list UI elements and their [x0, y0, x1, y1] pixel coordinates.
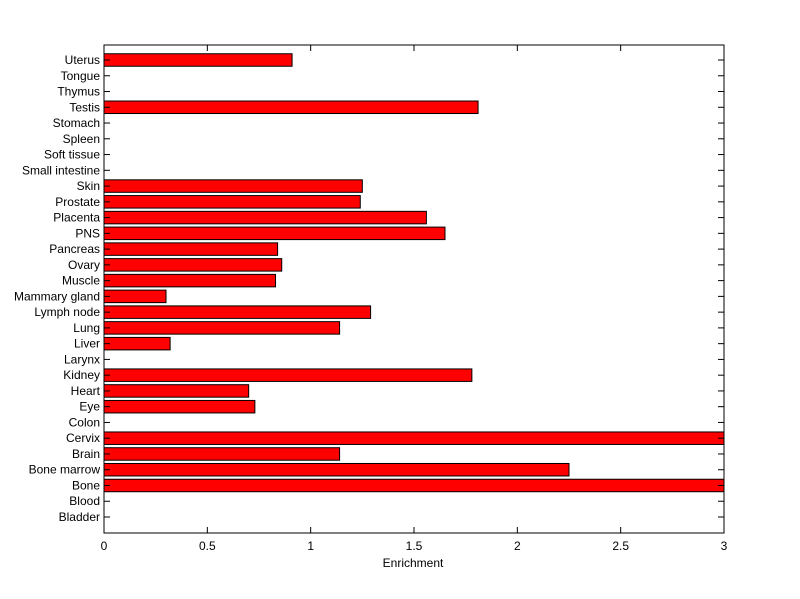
y-tick-label-blood: Blood — [69, 494, 100, 508]
bar-muscle — [103, 273, 277, 288]
bar-cervix — [103, 431, 725, 445]
y-tick-label-kidney: Kidney — [63, 368, 100, 382]
y-tick-label-tongue: Tongue — [61, 69, 101, 83]
y-tick-label-lymph-node: Lymph node — [34, 305, 100, 319]
y-tick-label-bone: Bone — [72, 478, 100, 492]
y-tick-label-ovary: Ovary — [68, 258, 100, 272]
bar-kidney — [103, 368, 473, 382]
bar-uterus — [103, 53, 293, 67]
y-tick-label-bone-marrow: Bone marrow — [29, 463, 101, 477]
x-tick-label-5: 2.5 — [612, 539, 629, 553]
bar-lung — [103, 321, 341, 335]
y-tick-label-prostate: Prostate — [55, 195, 100, 209]
y-tick-label-testis: Testis — [69, 100, 100, 114]
bar-eye — [103, 399, 256, 414]
bar-brain — [103, 447, 341, 461]
x-tick-label-4: 2 — [514, 539, 521, 553]
x-tick-label-6: 3 — [721, 539, 728, 553]
bar-pns — [103, 226, 446, 241]
bar-pancreas — [103, 242, 279, 256]
plot-frame — [103, 44, 725, 534]
y-tick-label-liver: Liver — [74, 337, 100, 351]
y-tick-label-placenta: Placenta — [53, 211, 100, 225]
y-tick-label-colon: Colon — [69, 415, 100, 429]
y-tick-label-pns: PNS — [75, 226, 100, 240]
y-tick-label-soft-tissue: Soft tissue — [44, 148, 100, 162]
y-tick-label-eye: Eye — [79, 400, 100, 414]
y-tick-label-skin: Skin — [77, 179, 100, 193]
y-tick-label-stomach: Stomach — [53, 116, 100, 130]
bar-bone-marrow — [103, 462, 570, 477]
x-axis-label: Enrichment — [383, 556, 444, 570]
y-tick-label-uterus: Uterus — [65, 53, 100, 67]
y-tick-label-larynx: Larynx — [64, 352, 100, 366]
y-tick-label-pancreas: Pancreas — [49, 242, 100, 256]
x-tick-label-0: 0 — [101, 539, 108, 553]
y-tick-label-small-intestine: Small intestine — [22, 163, 100, 177]
y-tick-label-lung: Lung — [73, 321, 100, 335]
x-tick-label-3: 1.5 — [406, 539, 423, 553]
y-tick-label-bladder: Bladder — [59, 510, 100, 524]
y-tick-label-muscle: Muscle — [62, 274, 100, 288]
bar-placenta — [103, 210, 427, 225]
bar-liver — [103, 336, 171, 351]
bar-prostate — [103, 195, 361, 209]
bar-testis — [103, 100, 479, 115]
bar-mammary-gland — [103, 289, 167, 304]
bar-lymph-node — [103, 305, 372, 319]
bar-skin — [103, 179, 363, 193]
y-tick-label-spleen: Spleen — [63, 132, 100, 146]
y-tick-label-cervix: Cervix — [66, 431, 100, 445]
bar-bone — [103, 478, 725, 493]
x-ticks-group: 0 0.5 1 1.5 2 2.5 3 — [101, 45, 728, 553]
y-tick-label-brain: Brain — [72, 447, 100, 461]
bar-ovary — [103, 258, 283, 272]
x-tick-label-1: 0.5 — [199, 539, 216, 553]
y-tick-label-heart: Heart — [71, 384, 101, 398]
x-tick-label-2: 1 — [307, 539, 314, 553]
y-tick-label-thymus: Thymus — [57, 85, 100, 99]
y-tick-label-mammary-gland: Mammary gland — [14, 289, 100, 303]
bar-heart — [103, 384, 250, 398]
